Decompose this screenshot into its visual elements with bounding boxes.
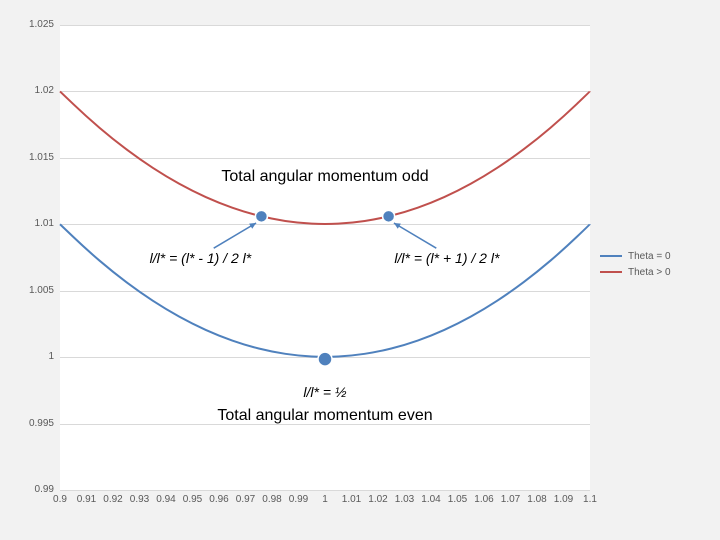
arrow-line-0 — [214, 223, 256, 248]
arrow-line-1 — [394, 223, 436, 248]
annotation-right_label: l/l* = (l* + 1) / 2 l* — [394, 250, 499, 266]
chart-container: Theta = 0Theta > 0 0.990.99511.0051.011.… — [0, 0, 720, 540]
marker-2 — [318, 352, 332, 366]
marker-1 — [383, 210, 395, 222]
series-line-0 — [60, 224, 590, 357]
annotation-left_label: l/l* = (l* - 1) / 2 l* — [150, 250, 252, 266]
curves-svg — [0, 0, 720, 540]
series-line-1 — [60, 91, 590, 224]
annotation-odd_title: Total angular momentum odd — [221, 168, 428, 186]
marker-0 — [255, 210, 267, 222]
annotation-even_title: Total angular momentum even — [217, 407, 432, 425]
annotation-half_label: l/l* = ½ — [303, 384, 346, 400]
